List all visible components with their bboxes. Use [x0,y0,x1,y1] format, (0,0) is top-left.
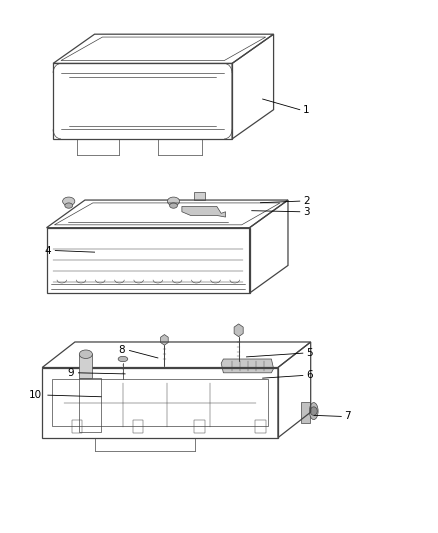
Bar [194,420,205,433]
Text: 3: 3 [303,207,310,217]
Circle shape [310,407,317,415]
Bar [300,401,310,423]
Bar [72,420,82,433]
Bar [79,354,92,378]
Text: 4: 4 [44,246,51,255]
Bar [255,420,266,433]
Ellipse shape [170,203,177,208]
Text: 10: 10 [29,390,42,400]
Bar [194,192,205,199]
Text: 1: 1 [303,104,310,115]
Text: 7: 7 [344,411,351,422]
Bar [133,420,144,433]
Text: 5: 5 [306,348,312,358]
Ellipse shape [118,357,128,362]
Text: 6: 6 [306,370,312,381]
Polygon shape [221,359,274,373]
Text: 2: 2 [303,196,310,206]
Ellipse shape [63,197,75,206]
Text: 9: 9 [67,368,74,378]
Polygon shape [182,206,226,217]
Text: 8: 8 [119,345,125,356]
Ellipse shape [79,350,92,359]
Ellipse shape [65,203,73,208]
Ellipse shape [167,197,180,206]
Ellipse shape [309,402,318,419]
